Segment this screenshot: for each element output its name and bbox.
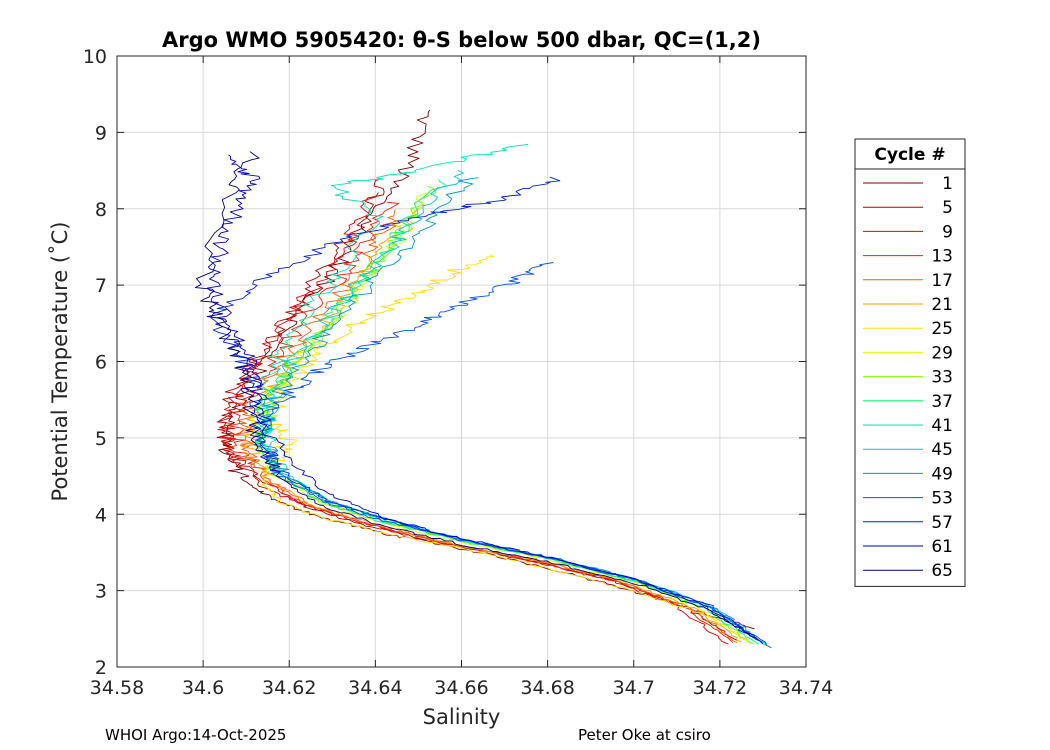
x-axis-label: Salinity [423,705,501,729]
y-tick-label: 7 [95,275,107,297]
legend-label-13: 13 [931,247,953,267]
y-axis-label: Potential Temperature (˚C) [48,222,72,502]
legend: Cycle # 1 5 9 13 17 21 25 29 33 37 41 45 49 53 57 61 65 [854,138,966,587]
legend-label-57: 57 [931,513,953,533]
legend-label-25: 25 [931,319,953,339]
x-tick-label: 34.6 [182,677,224,699]
legend-label-61: 61 [931,537,953,557]
legend-label-53: 53 [931,489,953,509]
axis-ticks: 34.58 34.6 34.62 34.64 34.66 34.68 34.7 34.72 34… [83,46,833,699]
series-line-cycle-9 [217,192,729,645]
series-line-cycle-45 [255,169,768,647]
legend-label-41: 41 [931,416,953,436]
legend-label-17: 17 [931,271,953,291]
legend-label-49: 49 [931,464,953,484]
series-line-cycle-5 [216,178,738,641]
y-tick-label: 4 [95,504,107,526]
x-tick-label: 34.62 [262,677,316,699]
y-tick-label: 6 [95,352,107,374]
legend-label-65: 65 [931,561,953,581]
y-tick-label: 3 [95,581,107,603]
y-tick-label: 8 [95,199,107,221]
data-series [194,109,772,649]
x-tick-label: 34.72 [693,677,747,699]
series-line-cycle-29 [249,192,751,645]
series-line-cycle-1 [218,109,755,630]
y-tick-label: 5 [95,428,107,450]
x-tick-label: 34.68 [520,677,574,699]
chart-title: Argo WMO 5905420: θ-S below 500 dbar, QC… [162,28,761,52]
x-tick-label: 34.7 [613,677,655,699]
series-line-cycle-17 [234,209,738,644]
x-tick-label: 34.66 [434,677,488,699]
series-line-cycle-53 [253,262,772,649]
x-tick-label: 34.58 [90,677,144,699]
legend-label-29: 29 [931,343,953,363]
legend-items: 1 5 9 13 17 21 25 29 33 37 41 45 49 53 57 61 65 [863,174,953,581]
y-tick-label: 2 [95,657,107,679]
footer-right-text: Peter Oke at csiro [578,726,711,744]
legend-title: Cycle # [874,145,945,165]
legend-label-9: 9 [942,222,953,242]
legend-label-33: 33 [931,368,953,388]
series-line-cycle-65 [194,151,755,639]
x-tick-label: 34.64 [348,677,402,699]
legend-box [854,138,966,587]
footer-left-text: WHOI Argo:14-Oct-2025 [105,726,287,744]
legend-label-45: 45 [931,440,953,460]
legend-label-37: 37 [931,392,953,412]
y-tick-label: 9 [95,122,107,144]
y-tick-label: 10 [83,46,107,68]
x-tick-label: 34.74 [779,677,833,699]
legend-label-21: 21 [931,295,953,315]
legend-label-1: 1 [942,174,953,194]
legend-label-5: 5 [942,198,953,218]
